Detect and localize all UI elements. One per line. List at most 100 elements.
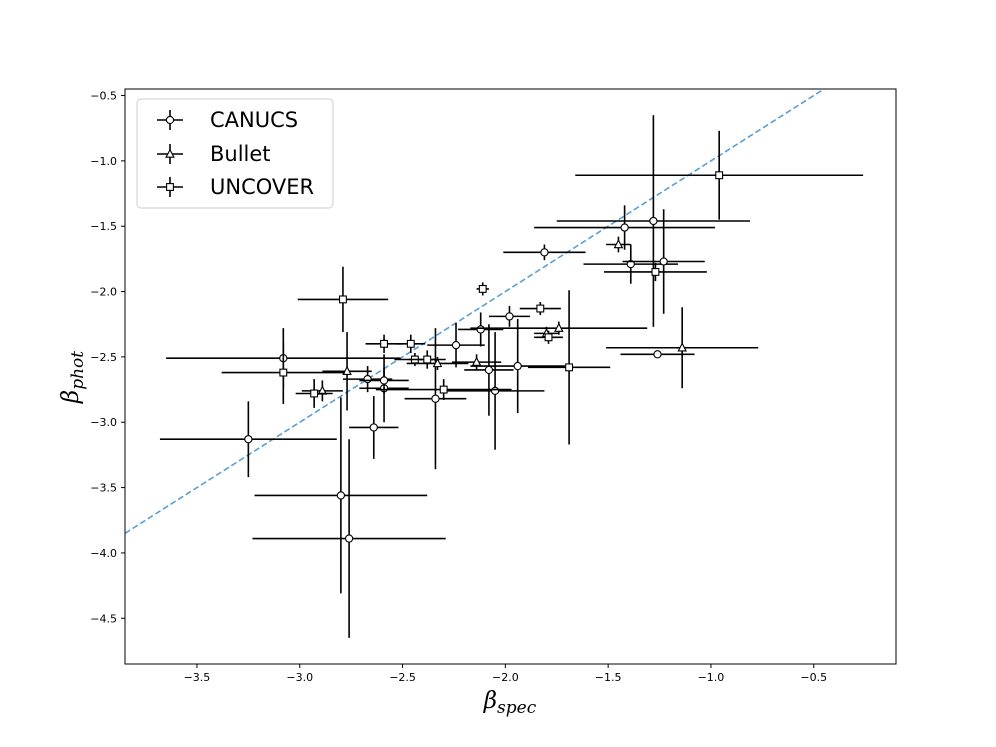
triangle-marker [554,322,564,332]
data-point [404,328,467,470]
triangle-marker [471,356,482,366]
x-axis-ticks: −3.5 −3.0 −2.5 −2.0 −1.5 −1.0 −0.5 [184,664,827,684]
y-tick-label: −3.0 [90,416,117,429]
y-tick-label: −4.5 [90,612,117,625]
data-point [575,130,864,220]
circle-marker [505,312,514,321]
series-bullet [301,236,759,411]
square-marker [406,339,415,348]
legend: CANUCS Bullet UNCOVER [136,98,334,209]
x-tick-label: −3.0 [286,671,313,684]
y-axis-ticks: −0.5 −1.0 −1.5 −2.0 −2.5 −3.0 −3.5 −4.0 −4.5 [90,90,125,625]
legend-entry-bullet: Bullet [157,142,271,166]
circle-marker [451,340,461,350]
triangle-marker [613,239,624,249]
x-tick-label: −2.0 [492,671,519,684]
triangle-marker [677,342,687,352]
data-point [488,305,531,327]
square-marker [651,268,660,276]
data-point [534,205,716,250]
circle-marker [336,491,346,500]
square-marker [279,368,288,377]
circle-marker [244,435,253,444]
legend-marker-canucs [157,110,183,130]
legend-label-uncover: UNCOVER [210,175,314,199]
square-marker [478,284,487,293]
y-tick-label: −0.5 [90,90,117,103]
square-marker [544,333,553,342]
square-marker [166,183,174,191]
data-point [322,332,372,411]
square-marker [439,385,448,394]
circle-marker [369,423,378,432]
data-point [606,307,759,389]
triangle-marker [165,148,175,158]
x-tick-label: −3.5 [184,671,211,684]
triangle-marker [342,365,352,376]
square-marker [310,389,319,398]
data-point [252,439,446,638]
data-point [556,115,751,327]
legend-marker-bullet [157,144,183,164]
y-tick-label: −4.0 [90,547,117,560]
data-point [604,262,707,282]
x-tick-label: −2.5 [389,671,416,684]
data-point [295,379,333,408]
data-point [375,379,512,401]
circle-marker [513,361,522,371]
data-point [606,236,631,253]
y-tick-label: −3.5 [90,482,117,495]
square-marker [423,355,432,364]
plot-area [125,89,864,638]
data-point [451,354,502,370]
circle-marker [476,325,485,334]
data-point [408,350,446,369]
data-point [396,334,426,353]
square-marker [565,363,574,372]
x-tick-label: −1.0 [698,671,725,684]
x-axis-label: βspec [483,688,537,718]
legend-frame [136,98,334,209]
data-point [527,290,611,445]
square-marker [380,339,389,348]
y-tick-label: −2.0 [90,286,117,299]
square-marker [338,295,347,304]
plot-frame [124,88,897,665]
one-to-one-reference-line [125,89,826,534]
x-tick-label: −1.5 [595,671,622,684]
triangle-marker [432,357,443,368]
data-point [470,319,565,414]
data-point [159,401,337,478]
legend-label-bullet: Bullet [210,142,271,166]
data-point [470,321,648,335]
circle-marker [659,257,668,266]
data-point [620,350,695,359]
circle-marker [626,259,635,269]
circle-marker [344,534,354,543]
data-point [519,302,561,316]
x-tick-label: −0.5 [800,671,827,684]
y-tick-label: −1.5 [90,220,117,233]
circle-marker [379,376,389,385]
data-point [445,332,545,450]
square-marker [715,171,724,180]
circle-marker [620,223,629,232]
legend-label-canucs: CANUCS [210,108,298,132]
data-point [476,282,489,296]
circle-marker [540,248,549,257]
data-point [427,322,485,368]
y-axis-label: βphot [58,351,88,404]
circle-marker [649,216,658,226]
data-point [301,380,343,402]
circle-marker [431,394,440,403]
series-uncover [221,130,864,445]
circle-marker [165,115,175,125]
legend-entry-uncover: UNCOVER [157,175,314,199]
y-tick-label: −1.0 [90,155,117,168]
data-point [349,396,399,459]
circle-marker [484,365,494,375]
data-point [254,397,428,594]
circle-marker [363,374,372,384]
data-point [221,341,345,404]
